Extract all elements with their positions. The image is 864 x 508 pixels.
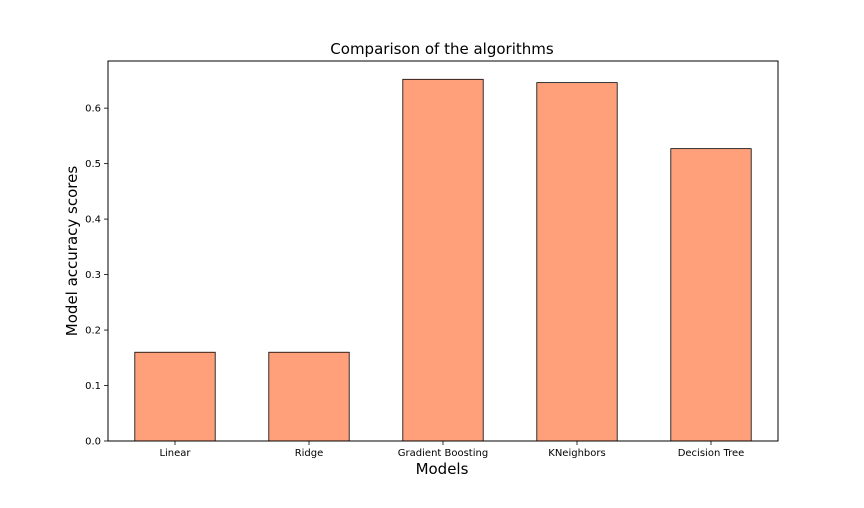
y-tick-label: 0.4 xyxy=(85,215,101,226)
y-axis-ticks: 0.0 0.1 0.2 0.3 0.4 0.5 0.6 xyxy=(85,104,108,448)
x-tick-label: Gradient Boosting xyxy=(398,448,488,459)
y-tick-label: 0.2 xyxy=(85,326,101,337)
bar-linear xyxy=(134,351,216,442)
y-tick-label: 0.5 xyxy=(85,159,101,170)
x-tick-label: Linear xyxy=(159,448,191,459)
x-tick-label: Ridge xyxy=(295,448,324,459)
bars-group xyxy=(134,78,752,442)
x-tick-label: KNeighbors xyxy=(548,448,605,459)
bar-gradient-boosting xyxy=(402,78,484,442)
bar-ridge xyxy=(268,351,350,442)
chart-title: Comparison of the algorithms xyxy=(330,40,554,58)
y-tick-label: 0.0 xyxy=(85,437,101,448)
y-tick-label: 0.1 xyxy=(85,381,101,392)
y-axis-label: Model accuracy scores xyxy=(63,166,81,337)
bar-decision-tree xyxy=(670,148,752,442)
x-axis-ticks: Linear Ridge Gradient Boosting KNeighbors De… xyxy=(159,441,744,459)
plot-frame xyxy=(107,60,779,442)
x-axis-label: Models xyxy=(416,460,469,478)
y-tick-label: 0.3 xyxy=(85,270,101,281)
bar-kneighbors xyxy=(536,82,618,442)
y-tick-label: 0.6 xyxy=(85,104,101,115)
x-tick-label: Decision Tree xyxy=(678,448,745,459)
